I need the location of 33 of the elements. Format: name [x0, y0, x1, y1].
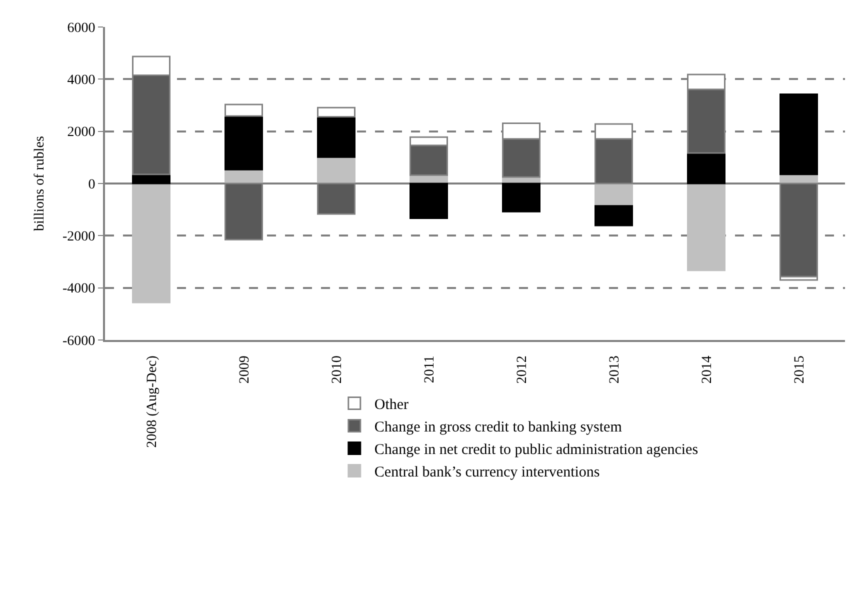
- x-tick-label: 2009: [237, 356, 252, 384]
- y-tick-label: -2000: [62, 230, 96, 245]
- y-tick-label: 6000: [67, 20, 96, 36]
- legend-label: Change in gross credit to banking system: [374, 420, 622, 436]
- x-tick-label: 2010: [330, 356, 345, 384]
- bar: [687, 152, 726, 184]
- bar: [132, 174, 170, 184]
- y-tick-label: -4000: [62, 282, 96, 297]
- bar: [317, 116, 356, 158]
- bar: [224, 104, 263, 117]
- y-axis-title: billions of rubles: [32, 136, 48, 231]
- bar: [317, 106, 356, 118]
- bar: [317, 156, 356, 184]
- x-tick-label: 2014: [700, 356, 715, 384]
- y-tick-label: -6000: [62, 334, 96, 349]
- x-tick-label: 2012: [514, 356, 530, 384]
- legend-label: Change in net credit to public administration agencies: [374, 442, 698, 458]
- y-tick-label: 0: [88, 177, 96, 192]
- bar: [687, 182, 726, 272]
- x-tick-label: 2013: [607, 356, 622, 384]
- x-tick-label: 2008 (Aug-Dec): [144, 355, 160, 448]
- bar: [132, 182, 170, 304]
- legend-label: Other: [374, 397, 409, 414]
- bar: [780, 94, 818, 176]
- legend-label: Central bank’s currency interventions: [374, 464, 600, 481]
- y-tick-label: 2000: [67, 125, 96, 140]
- x-tick-label: 2015: [792, 356, 808, 384]
- bar: [224, 115, 263, 170]
- bar: [410, 182, 448, 219]
- x-tick-label: 2011: [422, 356, 438, 384]
- bar: [594, 205, 633, 226]
- y-tick-label: 4000: [67, 73, 96, 88]
- bar: [502, 182, 540, 212]
